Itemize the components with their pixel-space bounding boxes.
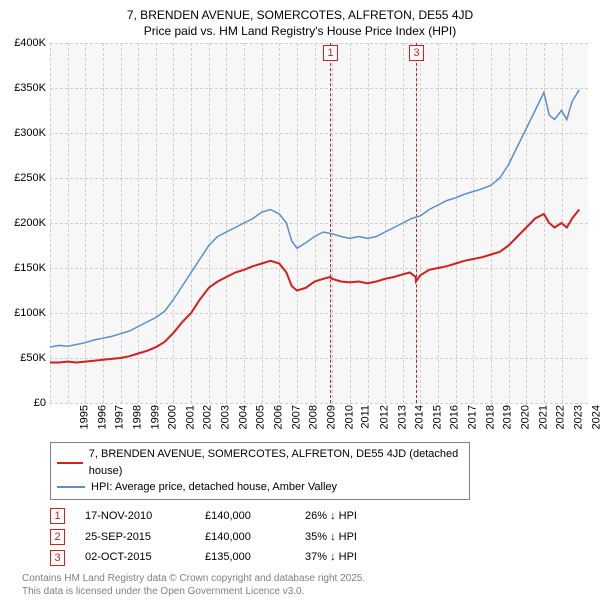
sale-date: 17-NOV-2010 [85, 506, 185, 527]
y-tick-label: £350K [6, 82, 46, 94]
sale-pct: 37% ↓ HPI [305, 547, 405, 568]
y-tick-label: £0 [6, 397, 46, 409]
x-tick-label: 2024 [590, 405, 600, 429]
sale-row: 1 17-NOV-2010 £140,000 26% ↓ HPI [50, 506, 588, 527]
legend-swatch [57, 486, 85, 488]
legend-label: HPI: Average price, detached house, Ambe… [91, 479, 337, 496]
line-series [50, 43, 588, 403]
chart-title: 7, BRENDEN AVENUE, SOMERCOTES, ALFRETON,… [12, 8, 588, 39]
sale-price: £140,000 [205, 506, 285, 527]
chart-area: 13 £0£50K£100K£150K£200K£250K£300K£350K£… [12, 43, 588, 436]
sales-table: 1 17-NOV-2010 £140,000 26% ↓ HPI 2 25-SEP-201… [50, 506, 588, 569]
footer-line2: This data is licensed under the Open Gov… [22, 585, 588, 598]
title-address: 7, BRENDEN AVENUE, SOMERCOTES, ALFRETON,… [12, 8, 588, 24]
legend-item: 7, BRENDEN AVENUE, SOMERCOTES, ALFRETON,… [57, 446, 463, 479]
sale-id-box: 2 [50, 529, 65, 545]
legend: 7, BRENDEN AVENUE, SOMERCOTES, ALFRETON,… [50, 442, 470, 500]
sale-price: £135,000 [205, 547, 285, 568]
sale-row: 3 02-OCT-2015 £135,000 37% ↓ HPI [50, 547, 588, 568]
legend-swatch [57, 462, 83, 464]
y-tick-label: £100K [6, 307, 46, 319]
title-subtitle: Price paid vs. HM Land Registry's House … [12, 24, 588, 40]
legend-item: HPI: Average price, detached house, Ambe… [57, 479, 463, 496]
sale-row: 2 25-SEP-2015 £140,000 35% ↓ HPI [50, 527, 588, 548]
sale-price: £140,000 [205, 527, 285, 548]
y-tick-label: £300K [6, 127, 46, 139]
y-tick-label: £200K [6, 217, 46, 229]
sale-id-box: 3 [50, 550, 65, 566]
legend-label: 7, BRENDEN AVENUE, SOMERCOTES, ALFRETON,… [89, 446, 463, 479]
plot-area: 13 [50, 43, 588, 403]
footer-line1: Contains HM Land Registry data © Crown c… [22, 572, 588, 585]
sale-date: 25-SEP-2015 [85, 527, 185, 548]
sale-date: 02-OCT-2015 [85, 547, 185, 568]
sale-pct: 35% ↓ HPI [305, 527, 405, 548]
series-property [50, 210, 579, 363]
series-hpi [50, 90, 579, 347]
y-tick-label: £50K [6, 352, 46, 364]
y-tick-label: £400K [6, 37, 46, 49]
y-tick-label: £250K [6, 172, 46, 184]
footer-attribution: Contains HM Land Registry data © Crown c… [22, 572, 588, 598]
sale-id-box: 1 [50, 508, 65, 524]
sale-pct: 26% ↓ HPI [305, 506, 405, 527]
chart-container: 7, BRENDEN AVENUE, SOMERCOTES, ALFRETON,… [0, 0, 600, 602]
y-tick-label: £150K [6, 262, 46, 274]
